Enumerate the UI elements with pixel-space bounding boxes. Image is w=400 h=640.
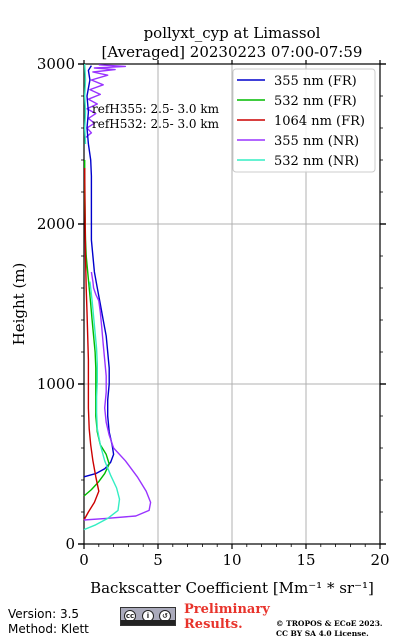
version-text: Version: 3.5 <box>8 607 80 621</box>
legend-entries: 355 nm (FR) 532 nm (FR) 1064 nm (FR) 355 nm… <box>237 74 365 169</box>
chart-subtitle: [Averaged] 20230223 07:00-07:59 <box>102 43 363 61</box>
legend-box <box>232 68 376 173</box>
axis-ticks <box>78 60 386 549</box>
legend-label: 1064 nm (FR) <box>274 114 365 129</box>
series-line-355-nm-fr <box>83 143 115 478</box>
series-line-segment-7 <box>84 63 87 145</box>
y-tick-label: 1000 <box>37 375 75 393</box>
x-tick-label: 5 <box>153 551 163 569</box>
ref-height-532: refH532: 2.5- 3.0 km <box>92 117 220 131</box>
tick-labels: 0 5 10 15 20 0 1000 2000 3000 <box>37 55 390 569</box>
backscatter-profile-chart: 0 5 10 15 20 0 1000 2000 3000 pollyxt_cyp at Lim… <box>10 24 390 597</box>
legend-label: 532 nm (NR) <box>274 154 359 169</box>
preliminary-results-notice: Preliminary Results. <box>184 602 270 632</box>
ref-height-355: refH355: 2.5- 3.0 km <box>92 102 220 116</box>
x-tick-label: 20 <box>370 551 389 569</box>
y-tick-label: 2000 <box>37 215 75 233</box>
footer-version-block: Version: 3.5 Method: Klett <box>8 607 89 637</box>
chart-title: pollyxt_cyp at Limassol <box>144 24 321 42</box>
method-text: Method: Klett <box>8 622 89 636</box>
copyright-line-1: © TROPOS & ECoE 2023. <box>276 619 383 628</box>
series-layer <box>83 63 152 531</box>
series-line-segment-6 <box>86 65 92 145</box>
copyright-line-2: CC BY SA 4.0 License. <box>276 629 369 638</box>
series-line-355-nm-nr <box>83 271 152 521</box>
series-line-segment-5 <box>85 64 127 139</box>
x-tick-label: 0 <box>79 551 89 569</box>
legend-label: 355 nm (NR) <box>274 134 359 149</box>
legend-label: 355 nm (FR) <box>274 74 357 89</box>
preliminary-line-1: Preliminary <box>184 602 270 617</box>
y-tick-label: 0 <box>65 535 75 553</box>
legend-label: 532 nm (FR) <box>274 94 357 109</box>
x-tick-label: 15 <box>296 551 315 569</box>
y-axis-label: Height (m) <box>10 263 28 346</box>
cc-license-badge: cc i ↺ <box>120 607 176 626</box>
series-line-1064-nm-fr <box>83 167 100 521</box>
copyright-notice: © TROPOS & ECoE 2023. CC BY SA 4.0 Licen… <box>276 619 383 639</box>
legend: 355 nm (FR) 532 nm (FR) 1064 nm (FR) 355 nm… <box>232 68 376 173</box>
y-tick-label: 3000 <box>37 55 75 73</box>
preliminary-line-2: Results. <box>184 617 243 632</box>
x-tick-label: 10 <box>222 551 241 569</box>
series-line-532-nm-nr <box>83 281 121 531</box>
x-axis-label: Backscatter Coefficient [Mm⁻¹ * sr⁻¹] <box>90 579 374 597</box>
